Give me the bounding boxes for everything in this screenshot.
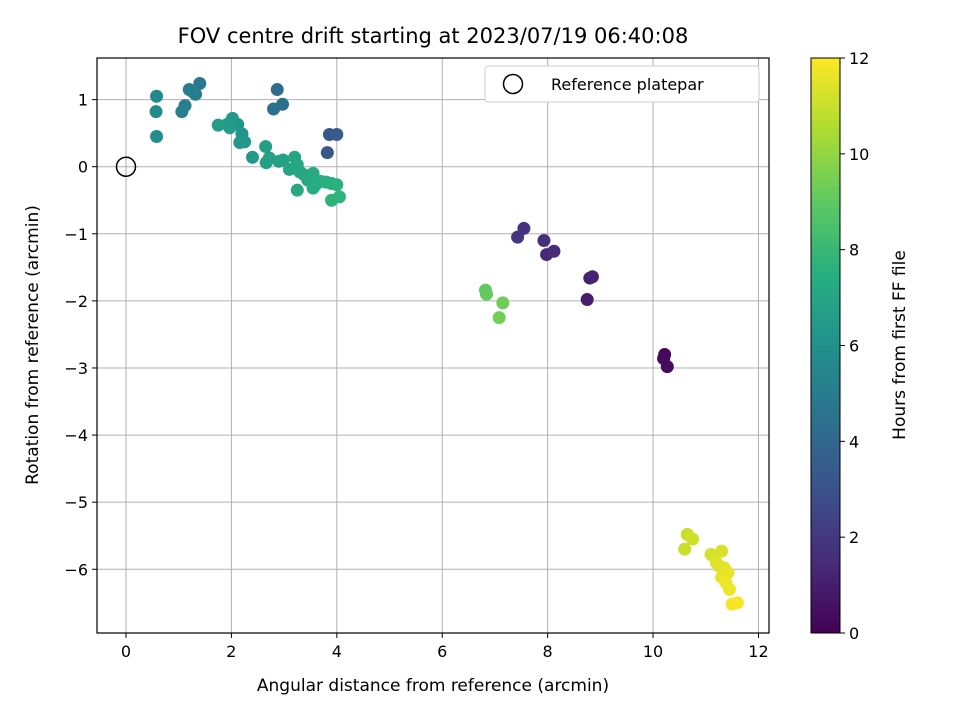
data-point <box>259 140 273 154</box>
colorbar-tick-label: 6 <box>849 337 859 356</box>
legend: Reference platepar <box>484 65 760 103</box>
data-point <box>537 233 551 247</box>
colorbar-tick-label: 4 <box>849 432 859 451</box>
data-point <box>585 270 599 284</box>
data-point <box>276 97 290 111</box>
y-axis-label: Rotation from reference (arcmin) <box>23 205 43 485</box>
data-point <box>547 244 561 258</box>
y-axis-ticks: 1 0 −1 −2 −3 −4 −5 −6 <box>64 91 97 579</box>
colorbar-label: Hours from first FF file <box>890 250 910 440</box>
x-tick-label: 10 <box>643 642 663 661</box>
data-point <box>150 89 164 103</box>
x-axis-label: Angular distance from reference (arcmin) <box>257 676 609 696</box>
data-point <box>270 83 284 97</box>
colorbar-ticks: 0 2 4 6 8 10 12 <box>840 49 869 643</box>
x-tick-label: 0 <box>121 642 131 661</box>
colorbar-gradient <box>810 57 841 634</box>
data-point <box>211 118 225 132</box>
y-tick-label: −1 <box>64 225 88 244</box>
data-points <box>149 76 744 611</box>
x-tick-label: 8 <box>543 642 553 661</box>
y-tick-label: −4 <box>64 426 88 445</box>
colorbar-tick-label: 8 <box>849 241 859 260</box>
colorbar-tick-label: 0 <box>849 624 859 643</box>
data-point <box>678 542 692 556</box>
data-point <box>479 287 493 301</box>
data-point <box>320 146 334 160</box>
y-tick-label: 1 <box>78 91 88 110</box>
data-point <box>686 532 700 546</box>
data-point <box>238 135 252 149</box>
data-point <box>175 105 189 119</box>
grid-lines <box>97 58 769 633</box>
legend-reference-marker <box>502 73 524 95</box>
y-tick-label: −3 <box>64 359 88 378</box>
x-tick-label: 2 <box>226 642 236 661</box>
y-tick-label: −2 <box>64 292 88 311</box>
data-point <box>290 183 304 197</box>
data-point <box>150 130 164 144</box>
y-tick-label: −5 <box>64 493 88 512</box>
x-tick-label: 6 <box>437 642 447 661</box>
colorbar: 0 2 4 6 8 10 12 Hours from first FF file <box>810 49 910 643</box>
data-point <box>722 582 736 596</box>
data-point <box>223 121 237 135</box>
data-point <box>730 596 744 610</box>
legend-label: Reference platepar <box>551 75 704 94</box>
legend-box <box>484 65 760 103</box>
data-point <box>580 293 594 307</box>
data-point <box>306 166 320 180</box>
y-tick-label: −6 <box>64 560 88 579</box>
colorbar-tick-label: 2 <box>849 528 859 547</box>
data-point <box>660 360 674 374</box>
data-point <box>715 544 729 558</box>
reference-marker-group <box>115 156 137 177</box>
data-point <box>330 178 344 192</box>
chart-title: FOV centre drift starting at 2023/07/19 … <box>178 24 689 48</box>
y-tick-label: 0 <box>78 158 88 177</box>
x-tick-label: 4 <box>332 642 342 661</box>
x-tick-label: 12 <box>748 642 768 661</box>
x-axis-ticks: 0 2 4 6 8 10 12 <box>121 633 769 661</box>
data-point <box>330 127 344 141</box>
colorbar-tick-label: 10 <box>849 145 869 164</box>
data-point <box>511 230 525 244</box>
data-point <box>332 190 346 204</box>
data-point <box>496 296 510 310</box>
data-point <box>492 311 506 325</box>
data-point <box>185 85 199 99</box>
colorbar-tick-label: 12 <box>849 49 869 68</box>
data-point <box>149 105 163 119</box>
data-point <box>276 153 290 167</box>
plot-frame <box>96 57 770 634</box>
reference-platepar-marker <box>115 156 137 177</box>
data-point <box>245 150 259 164</box>
